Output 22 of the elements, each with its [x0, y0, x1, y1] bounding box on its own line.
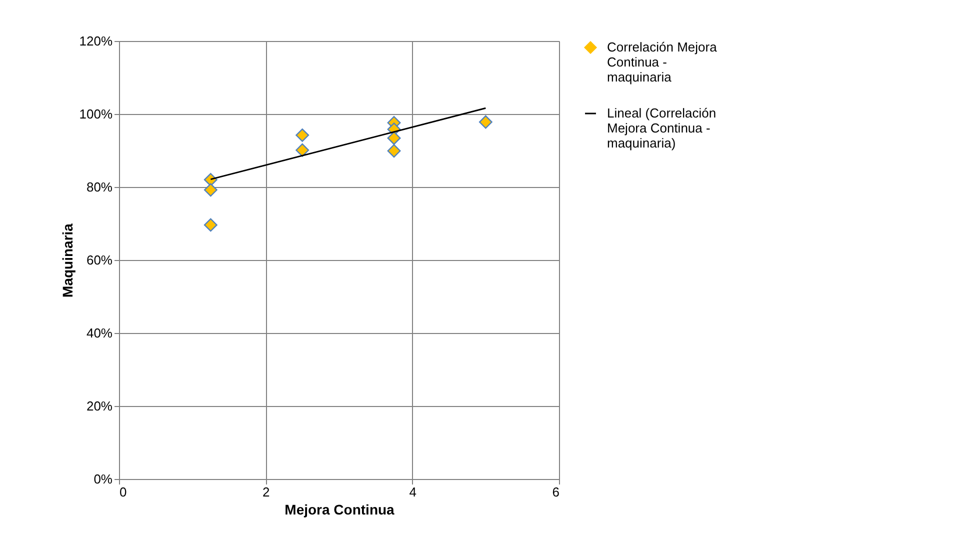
point: [478, 115, 492, 129]
point: [387, 144, 401, 158]
x-tick-label: 6: [552, 484, 560, 500]
y-tick-label: 0%: [94, 472, 113, 486]
y-tick-label: 80%: [86, 180, 113, 194]
legend-label: Correlación Mejora Continua - maquinaria: [607, 40, 718, 84]
y-tick-label: 120%: [79, 34, 113, 48]
x-tick-label: 4: [409, 484, 416, 500]
y-tick-label: 100%: [79, 106, 113, 122]
x-axis-title: Mejora Continua: [284, 502, 395, 518]
y-axis-title: Maquinaria: [59, 223, 76, 298]
y-tick-label: 40%: [86, 326, 113, 340]
legend-label: Lineal (Correlación Mejora Continua - maquinaria): [607, 106, 716, 150]
point: [296, 128, 310, 142]
x-tick-label: 0: [120, 484, 127, 500]
point: [204, 218, 218, 232]
x-tick-label: 2: [262, 484, 270, 500]
point: [296, 143, 310, 157]
y-tick-label: 60%: [86, 252, 113, 268]
point: [204, 183, 218, 197]
point: [387, 131, 401, 145]
y-tick-label: 20%: [86, 398, 113, 414]
